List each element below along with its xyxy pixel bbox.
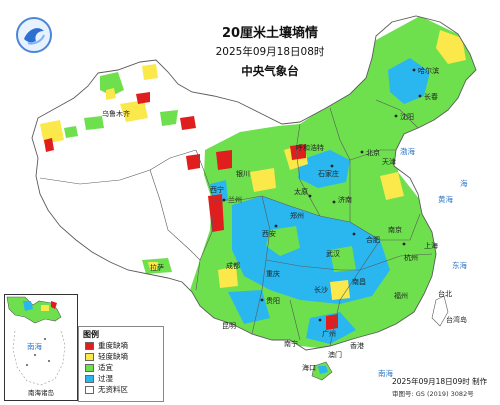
zone-wet-southwest <box>228 290 270 324</box>
zone-wet-north <box>298 150 350 188</box>
label-yinchuan: 银川 <box>236 170 250 178</box>
inset-caption: 南海诸岛 <box>28 389 54 397</box>
label-chongqing: 重庆 <box>266 270 280 278</box>
legend-swatch-severe-drought <box>85 342 94 350</box>
zone-severe-dry-shanxi <box>290 144 306 160</box>
label-shenyang: 沈阳 <box>400 113 414 121</box>
label-zhengzhou: 郑州 <box>290 212 304 220</box>
label-nanhai: 南海 <box>378 369 393 378</box>
label-beijing: 北京 <box>366 149 380 157</box>
label-changsha: 长沙 <box>314 286 328 294</box>
label-xian: 西安 <box>262 230 276 238</box>
label-nanning: 南宁 <box>284 340 298 348</box>
taiwan-island <box>431 295 449 327</box>
label-changchun: 长春 <box>424 93 438 101</box>
inset-sea-label: 南海 <box>27 342 42 351</box>
zone-wet-northeast <box>388 58 430 104</box>
label-bohai: 渤海 <box>400 147 415 156</box>
label-nanjing: 南京 <box>388 226 402 234</box>
label-shanghai: 上海 <box>424 242 438 250</box>
label-kunming: 昆明 <box>222 322 236 330</box>
label-hohhot: 呼和浩特 <box>296 144 324 152</box>
legend-swatch-too-wet <box>85 375 94 383</box>
zone-severe-dry-south <box>326 314 338 330</box>
label-guangzhou: 广州 <box>322 330 336 338</box>
label-lanzhou: 兰州 <box>228 196 242 204</box>
label-hongkong: 香港 <box>350 342 364 350</box>
legend-label-no-data: 无资料区 <box>98 385 128 394</box>
label-xining: 西宁 <box>210 186 224 194</box>
legend-label-too-wet: 过湿 <box>98 374 113 383</box>
label-wuhan: 武汉 <box>326 250 340 258</box>
zone-light-dry-s <box>330 280 350 300</box>
south-china-sea-inset: 南海 南海诸岛 <box>4 294 78 401</box>
city-markers <box>222 68 422 322</box>
map-datetime: 2025年09月18日08时 <box>215 46 325 58</box>
cma-logo <box>16 17 52 53</box>
zone-light-dry-sw <box>218 266 238 288</box>
legend-label-severe-drought: 重度缺墒 <box>98 341 128 350</box>
legend-label-suitable: 适宜 <box>98 363 113 372</box>
label-lhasa: 拉萨 <box>150 264 164 272</box>
legend-label-light-drought: 轻度缺墒 <box>98 352 128 361</box>
label-taibei: 台北 <box>438 290 452 298</box>
zone-light-dry-c <box>250 168 276 192</box>
zone-wet-central <box>232 196 390 304</box>
label-chengdu: 成都 <box>226 262 240 270</box>
label-tianjin: 天津 <box>382 158 396 166</box>
issued-time: 2025年09月18日09时 制作 <box>392 377 488 386</box>
legend: 图例 重度缺墒 轻度缺墒 适宜 过湿 无资料区 <box>78 326 164 402</box>
label-hefei: 合肥 <box>366 236 380 244</box>
label-urumqi: 乌鲁木齐 <box>102 110 130 118</box>
map-agency: 中央气象台 <box>241 64 299 78</box>
label-jinan: 济南 <box>338 196 352 204</box>
zone-light-dry-e <box>380 172 404 200</box>
label-taiwan: 台湾岛 <box>446 316 467 324</box>
label-shijiazhuang: 石家庄 <box>318 170 339 178</box>
label-fuzhou: 福州 <box>394 292 408 300</box>
label-nanchang: 南昌 <box>352 278 366 286</box>
zone-light-dry-ne <box>436 30 466 64</box>
label-macau: 澳门 <box>328 351 342 359</box>
legend-swatch-suitable <box>85 364 94 372</box>
legend-swatch-no-data <box>85 386 94 394</box>
map-title: 20厘米土壤墒情 <box>221 26 319 41</box>
label-donghai: 东海 <box>452 261 467 270</box>
legend-title: 图例 <box>83 330 99 339</box>
label-huanghai: 黄海 <box>438 195 453 204</box>
moisture-layer <box>190 16 476 350</box>
label-guiyang: 贵阳 <box>266 297 280 305</box>
map-review-number: 审图号: GS (2019) 3082号 <box>392 390 474 398</box>
zone-severe-dry-ningxia <box>216 150 232 170</box>
label-haikou: 海口 <box>302 364 316 372</box>
northwest-patches <box>40 64 200 274</box>
label-harbin: 哈尔滨 <box>418 67 439 75</box>
label-hai: 海 <box>460 179 468 188</box>
zone-severe-dry-gansu <box>208 194 224 232</box>
label-hangzhou: 杭州 <box>404 254 418 262</box>
inset-map <box>6 296 66 386</box>
label-taiyuan: 太原 <box>294 188 308 196</box>
legend-swatch-light-drought <box>85 353 94 361</box>
